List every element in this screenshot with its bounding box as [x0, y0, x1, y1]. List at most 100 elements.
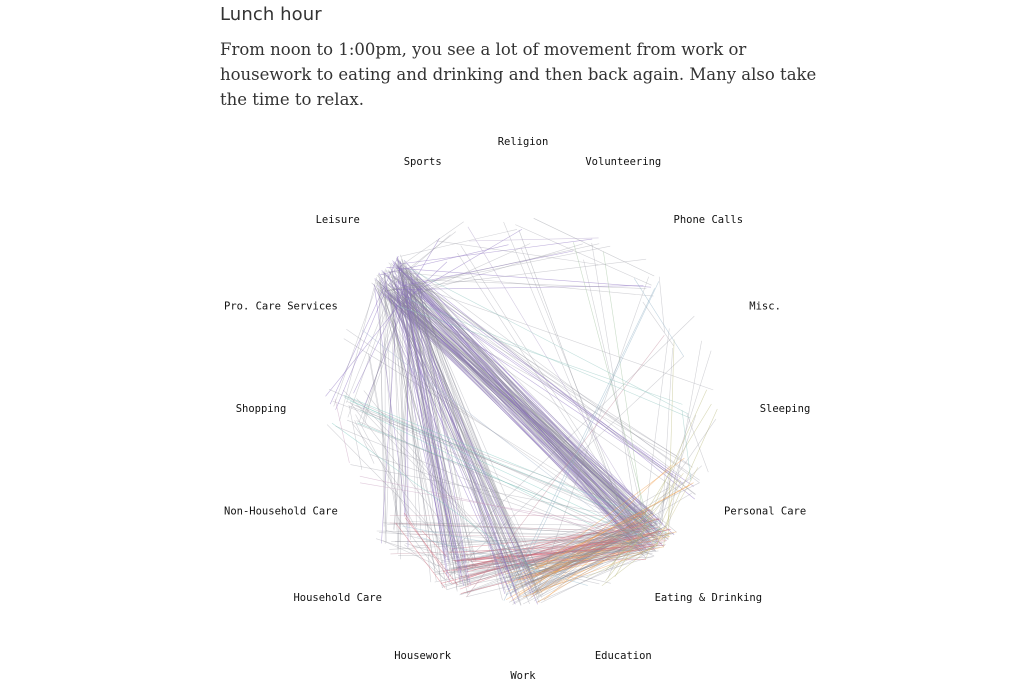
- flow-line: [393, 269, 516, 591]
- flow-line: [380, 244, 509, 275]
- flow-line: [347, 288, 395, 418]
- flow-line: [398, 288, 408, 521]
- flow-pro-care-services-to-eating-drinking: [343, 329, 660, 550]
- flow-line: [591, 242, 639, 528]
- flow-line: [390, 293, 437, 581]
- flow-line: [518, 229, 634, 544]
- flow-line: [520, 248, 641, 547]
- flow-line: [334, 398, 350, 464]
- flow-line: [453, 548, 644, 569]
- flow-line: [386, 278, 396, 532]
- flow-line: [355, 414, 437, 567]
- flow-line: [524, 528, 638, 585]
- flow-line: [349, 400, 668, 534]
- flow-phone-calls-to-misc-: [633, 276, 685, 357]
- flow-line: [412, 271, 635, 531]
- flow-line: [412, 269, 661, 530]
- flow-line: [391, 294, 655, 515]
- flow-line: [402, 278, 647, 289]
- flow-line: [534, 457, 685, 570]
- flow-line: [352, 423, 468, 578]
- flow-line: [417, 277, 462, 584]
- flow-line: [401, 530, 669, 536]
- flow-leisure-to-personal-care: [378, 264, 700, 500]
- flow-line: [339, 277, 377, 421]
- flow-line: [603, 251, 645, 521]
- flow-leisure-to-sports: [380, 221, 464, 304]
- flow-line: [398, 280, 694, 487]
- flow-non-household-care-to-eating-drinking: [350, 454, 662, 546]
- flow-line: [396, 269, 653, 529]
- flow-line: [448, 315, 695, 555]
- node-label-sports: Sports: [404, 156, 442, 168]
- flow-volunteering-to-eating-drinking: [573, 242, 651, 531]
- flow-line: [369, 454, 634, 546]
- flow-line: [440, 533, 629, 563]
- flow-line: [362, 329, 645, 550]
- flow-line: [388, 267, 651, 531]
- flow-line: [385, 296, 656, 549]
- flow-line: [460, 512, 654, 580]
- flow-line: [389, 532, 672, 550]
- flow-line: [390, 300, 408, 530]
- flow-line: [369, 356, 402, 535]
- flow-line: [408, 276, 664, 525]
- flow-line: [405, 262, 458, 572]
- flow-line: [540, 548, 645, 586]
- flow-line: [404, 276, 697, 495]
- flow-line: [462, 509, 651, 571]
- flow-religion-to-eating-drinking: [503, 221, 641, 547]
- flow-leisure-to-shopping: [325, 255, 410, 426]
- flow-line: [405, 275, 446, 559]
- flow-line: [386, 258, 647, 291]
- flow-line: [412, 290, 451, 577]
- flow-line: [416, 278, 522, 606]
- flow-line: [421, 282, 647, 559]
- flow-line: [363, 305, 398, 419]
- flow-line: [393, 275, 651, 540]
- flow-line: [407, 267, 537, 589]
- flow-line: [406, 298, 690, 419]
- flow-housework-to-household-care: [376, 512, 463, 589]
- flow-line: [441, 531, 636, 588]
- flow-line: [456, 537, 638, 562]
- flow-line: [397, 517, 445, 580]
- flow-line: [409, 268, 689, 415]
- flow-line: [509, 281, 660, 597]
- flow-line: [361, 290, 409, 426]
- node-label-sleeping: Sleeping: [760, 403, 811, 415]
- flow-line: [380, 279, 507, 572]
- flow-line: [381, 286, 669, 540]
- flow-line: [399, 294, 638, 524]
- flow-line: [514, 566, 571, 589]
- flow-line: [416, 277, 630, 525]
- flow-line: [641, 328, 670, 546]
- flow-line: [402, 302, 651, 548]
- flow-line: [401, 269, 524, 589]
- flow-line: [377, 280, 653, 524]
- flow-line: [507, 536, 646, 592]
- flow-line: [383, 522, 629, 535]
- flow-shopping-to-work: [331, 389, 539, 588]
- flow-line: [350, 464, 662, 525]
- flow-line: [389, 297, 448, 590]
- flow-line: [394, 539, 650, 542]
- flow-line: [522, 565, 600, 585]
- flow-line: [435, 544, 666, 575]
- flow-line: [406, 243, 583, 297]
- flow-line: [508, 528, 669, 603]
- flow-line: [459, 536, 629, 579]
- flow-line: [534, 536, 643, 568]
- flow-line: [605, 518, 655, 571]
- flow-line: [381, 266, 400, 544]
- flow-line: [538, 542, 657, 573]
- section-title: Lunch hour: [220, 4, 322, 25]
- flow-line: [412, 273, 508, 596]
- node-label-eating-drinking: Eating & Drinking: [655, 592, 762, 604]
- flow-sleeping-to-leisure: [380, 268, 714, 419]
- flow-line: [641, 465, 703, 522]
- flow-line: [531, 464, 672, 596]
- flow-line: [517, 546, 664, 581]
- flow-line: [533, 218, 655, 277]
- flow-line: [376, 279, 640, 547]
